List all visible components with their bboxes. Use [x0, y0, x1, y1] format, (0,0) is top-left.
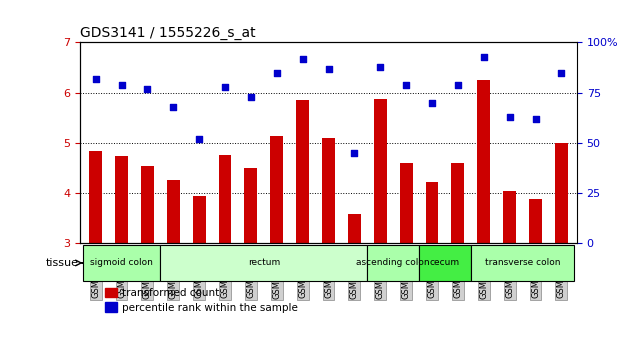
Bar [503, 191, 516, 243]
Bar [141, 166, 154, 243]
Point [375, 64, 385, 69]
Bar [296, 100, 309, 243]
Text: cecum: cecum [430, 258, 460, 268]
Point [427, 100, 437, 105]
Bar [271, 136, 283, 243]
Bar [219, 155, 231, 243]
Point [530, 116, 540, 121]
Bar [244, 168, 257, 243]
Text: percentile rank within the sample: percentile rank within the sample [122, 303, 298, 313]
Point [90, 76, 101, 81]
Point [220, 84, 230, 90]
Point [453, 82, 463, 87]
Text: ascending colon: ascending colon [356, 258, 430, 268]
Text: transverse colon: transverse colon [485, 258, 560, 268]
Bar [529, 199, 542, 243]
Point [272, 70, 282, 75]
Point [246, 94, 256, 99]
FancyBboxPatch shape [367, 245, 419, 281]
Point [194, 136, 204, 142]
Text: tissue: tissue [46, 258, 79, 268]
Bar [115, 156, 128, 243]
Text: transformed count: transformed count [122, 288, 220, 298]
Bar [478, 80, 490, 243]
Bar [193, 196, 206, 243]
Bar [89, 151, 102, 243]
Bar [374, 99, 387, 243]
Bar [105, 288, 117, 297]
Text: rectum: rectum [247, 258, 280, 268]
Bar [555, 143, 568, 243]
Point [349, 150, 360, 155]
Point [556, 70, 567, 75]
FancyBboxPatch shape [83, 245, 160, 281]
FancyBboxPatch shape [160, 245, 367, 281]
Bar [426, 182, 438, 243]
Bar [167, 180, 179, 243]
Bar [348, 214, 361, 243]
Point [323, 66, 333, 72]
FancyBboxPatch shape [419, 245, 471, 281]
Point [479, 54, 489, 59]
Point [168, 104, 178, 109]
Bar [400, 163, 413, 243]
Point [401, 82, 412, 87]
Bar [451, 163, 464, 243]
Text: GDS3141 / 1555226_s_at: GDS3141 / 1555226_s_at [80, 26, 256, 40]
Point [142, 86, 153, 91]
Point [117, 82, 127, 87]
Bar [322, 138, 335, 243]
FancyBboxPatch shape [471, 245, 574, 281]
Text: sigmoid colon: sigmoid colon [90, 258, 153, 268]
Point [504, 114, 515, 119]
Bar [105, 302, 117, 312]
Point [297, 56, 308, 61]
